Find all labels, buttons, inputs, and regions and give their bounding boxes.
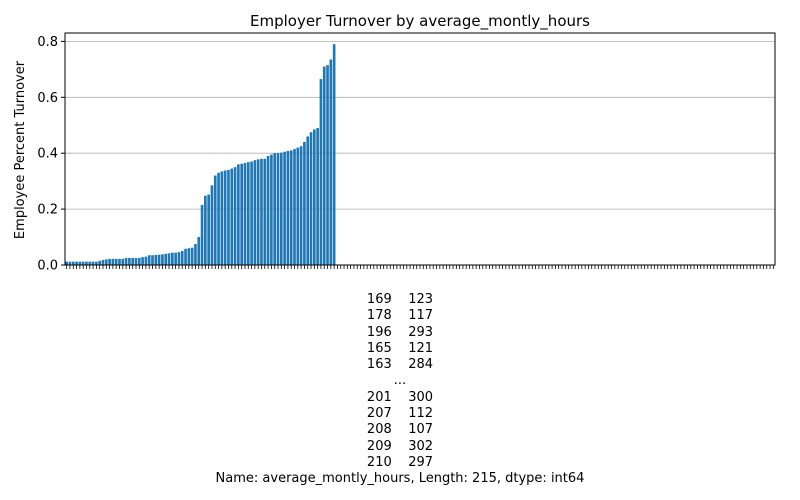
bar [316,128,319,265]
bar [293,149,296,265]
bar [246,162,250,265]
bar [279,152,283,265]
bar [85,261,88,265]
bar [190,247,194,265]
bar [180,251,184,265]
bar [174,252,177,265]
bar [65,261,68,265]
bar [137,258,141,265]
bar [289,150,293,265]
bar [286,150,290,265]
bar [88,261,92,265]
bar [164,253,168,265]
bar [256,159,260,265]
bar [108,258,111,265]
bar [233,167,237,265]
bar [111,258,115,265]
bar [95,261,98,265]
bar [319,79,323,265]
bar [141,257,144,265]
bar [200,204,204,265]
y-axis: 0.0 0.2 0.4 0.6 0.8 [37,35,65,274]
bar [213,175,217,265]
bar [332,44,336,265]
bar [223,170,227,265]
bar [237,164,240,265]
bar [313,129,316,265]
bar [134,258,138,265]
bar [217,172,220,265]
bar [266,155,270,265]
bar [184,248,187,265]
bar [207,194,210,265]
bar [157,254,161,265]
x-axis-label: 169 123 178 117 196 293 165 121 163 284 … [215,292,585,487]
y-tick-label: 0.6 [37,91,58,106]
y-axis-label: Employee Percent Turnover [13,60,28,239]
y-tick-label: 0.8 [37,35,58,50]
bar [177,252,181,265]
bar [243,162,247,265]
bar [194,244,197,265]
bar [276,153,280,265]
bar [204,195,207,265]
bar [171,252,174,265]
bar [230,168,234,265]
bar [273,153,277,265]
x-axis [66,265,774,269]
bar [101,259,105,265]
y-tick-label: 0.4 [37,147,58,162]
bar [71,261,75,265]
bar [270,154,273,265]
bar [309,132,313,265]
bar [260,158,263,265]
bar [220,171,224,265]
bar [283,151,286,265]
bar [78,261,82,265]
bar [227,169,230,265]
bar [118,258,121,265]
bar [253,160,257,265]
bar [114,258,118,265]
bar [131,258,135,265]
bar [299,146,303,265]
bar [187,248,191,265]
bar [151,255,154,265]
bar [98,260,101,265]
bar [75,261,78,265]
bar [81,261,85,265]
bar [124,258,128,265]
plot-frame [64,32,776,266]
y-tick-label: 0.2 [37,203,58,218]
bar [329,59,333,266]
bar [167,253,171,265]
bar [147,255,151,265]
bar [154,254,158,265]
bar [210,185,214,265]
bar [128,258,131,265]
bar [240,163,243,265]
bar [326,65,329,265]
bar [322,66,326,265]
bar [197,237,201,265]
y-tick-label: 0.0 [37,259,58,274]
bar [161,254,164,265]
bar [91,261,95,265]
bar [263,158,267,265]
bars [65,44,336,266]
bar [296,147,300,265]
bar [104,259,108,265]
bar [303,142,306,265]
bar [144,256,148,265]
y-gridlines [65,40,775,266]
bar [121,258,125,265]
chart-title: Employer Turnover by average_montly_hour… [250,12,590,31]
bar [68,261,72,265]
bar [250,161,253,265]
bar [306,136,310,265]
